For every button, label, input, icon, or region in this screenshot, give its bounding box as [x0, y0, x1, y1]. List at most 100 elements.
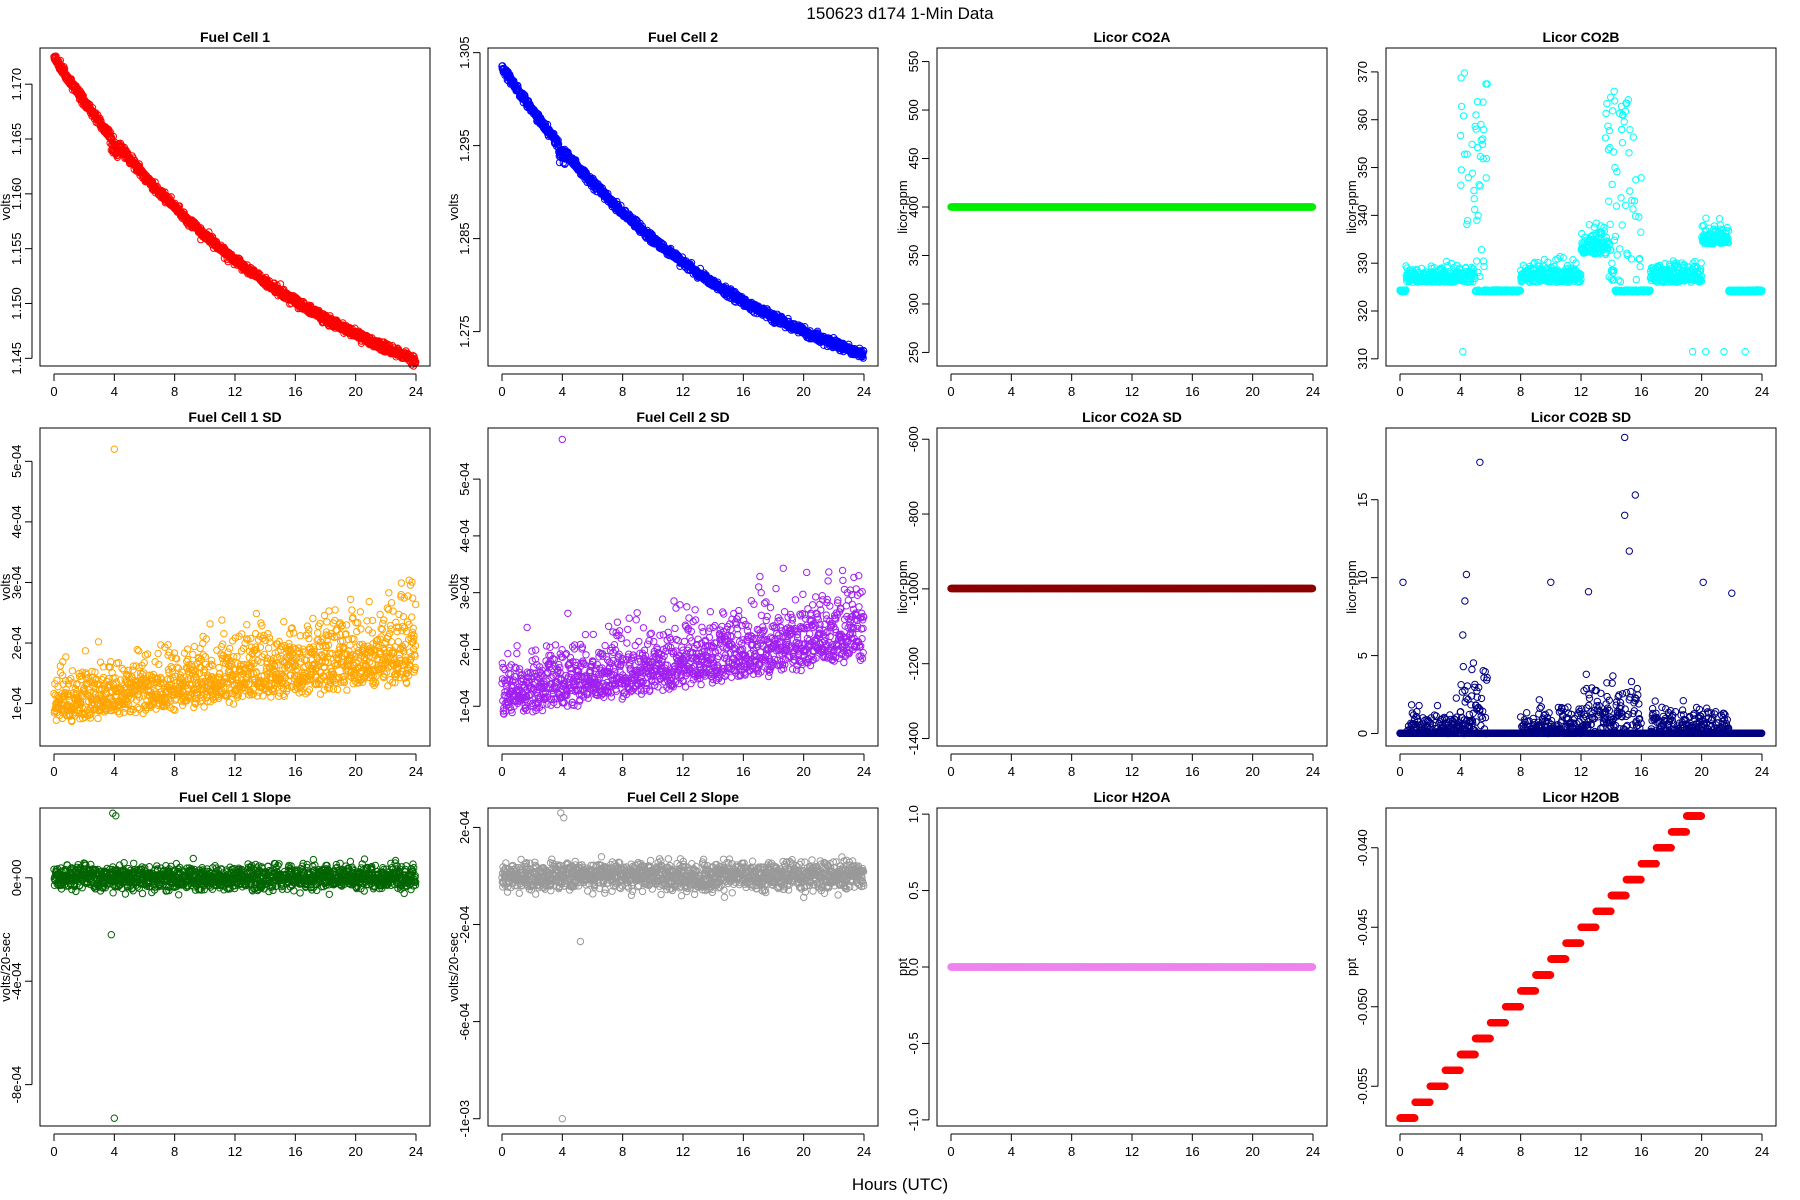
scatter-point — [1460, 69, 1469, 77]
scatter-point — [1477, 246, 1486, 254]
x-tick-label: 0 — [947, 384, 954, 399]
x-tick-label: 0 — [50, 384, 57, 399]
scatter-point — [1636, 262, 1644, 271]
x-tick-label: 0 — [498, 384, 505, 399]
x-tick-label: 12 — [228, 384, 242, 399]
y-axis-label: volts — [0, 193, 13, 220]
scatter-point — [1602, 109, 1610, 118]
scatter-point — [1470, 186, 1478, 195]
scatter-point — [1626, 126, 1634, 134]
scatter-point — [1618, 139, 1627, 147]
scatter-point — [1592, 219, 1601, 227]
scatter-point — [1605, 126, 1614, 135]
y-tick-label: 1.285 — [457, 222, 472, 255]
scatter-point — [1715, 215, 1724, 223]
scatter-point — [1444, 261, 1452, 270]
scatter-point — [1470, 195, 1478, 203]
x-tick-label: 20 — [796, 384, 810, 399]
scatter-point — [1480, 126, 1488, 134]
scatter-point — [1627, 255, 1636, 263]
scatter-point — [1604, 122, 1612, 130]
scatter-point — [1607, 93, 1615, 101]
x-tick-label: 8 — [171, 384, 178, 399]
y-tick-label: 1.165 — [9, 123, 24, 156]
panel-title: Licor CO2A — [1093, 29, 1170, 45]
scatter-point — [1473, 257, 1481, 265]
scatter-point — [1473, 216, 1481, 224]
x-tick-label: 16 — [736, 384, 750, 399]
x-tick-label: 4 — [111, 384, 118, 399]
scatter-point — [1611, 97, 1619, 105]
x-axis: 0 4 8 12 16 20 24 — [947, 373, 1320, 399]
panel-title: Fuel Cell 1 — [200, 29, 270, 45]
scatter-point — [1472, 111, 1480, 119]
scatter-point — [1697, 259, 1705, 267]
x-tick-label: 16 — [288, 384, 302, 399]
scatter-point — [1456, 131, 1465, 140]
scatter-points — [498, 62, 868, 362]
scatter-point — [1626, 187, 1634, 195]
scatter-point — [1482, 174, 1490, 182]
scatter-point — [1610, 87, 1618, 96]
scatter-point — [1468, 169, 1477, 177]
x-tick-label: 24 — [857, 384, 871, 399]
x-tick-label: 4 — [559, 384, 566, 399]
y-tick-label: 1.150 — [9, 287, 24, 320]
scatter-point — [1610, 148, 1618, 156]
scatter-point — [180, 208, 188, 217]
scatter-point — [1603, 99, 1611, 108]
plot-frame — [39, 47, 431, 367]
scatter-point — [1608, 259, 1616, 267]
panel-title: Licor CO2B — [1542, 29, 1619, 45]
scatter-point — [1613, 251, 1621, 259]
y-tick-label: 350 — [906, 245, 921, 267]
scatter-point — [1459, 348, 1467, 356]
y-tick-label: 1.275 — [457, 315, 472, 348]
x-tick-label: 16 — [1185, 384, 1199, 399]
scatter-point — [1612, 202, 1621, 210]
x-tick-label: 20 — [348, 384, 362, 399]
y-tick-label: 1.295 — [457, 129, 472, 162]
y-tick-label: 1.145 — [9, 342, 24, 375]
x-tick-label: 12 — [676, 384, 690, 399]
scatter-point — [1629, 205, 1637, 213]
scatter-point — [1609, 107, 1617, 115]
scatter-point — [1620, 118, 1628, 126]
scatter-point — [1618, 125, 1626, 134]
panel-fc1: Fuel Cell 10 4 8 12 16 20 241.1451.1501.1551.1… — [0, 29, 431, 399]
scatter-point — [1637, 228, 1645, 236]
scatter-points — [947, 203, 1317, 211]
scatter-point — [1457, 102, 1466, 111]
scatter-point — [1720, 348, 1728, 356]
x-tick-label: 12 — [1125, 384, 1139, 399]
panel-title: Fuel Cell 2 — [648, 29, 718, 45]
figure-title: 150623 d174 1-Min Data — [806, 4, 994, 23]
x-tick-label: 24 — [409, 384, 423, 399]
x-axis: 0 4 8 12 16 20 24 — [498, 373, 871, 399]
x-tick-label: 20 — [1245, 384, 1259, 399]
x-tick-label: 8 — [1068, 384, 1075, 399]
scatter-point — [1606, 143, 1614, 152]
scatter-point — [1617, 194, 1625, 202]
scatter-point — [1702, 214, 1710, 222]
y-tick-label: 450 — [906, 148, 921, 170]
scatter-point — [1457, 166, 1466, 174]
y-tick-label: 500 — [906, 99, 921, 121]
x-tick-label: 4 — [1008, 384, 1015, 399]
y-axis-label: volts — [446, 193, 461, 220]
scatter-point — [1463, 217, 1472, 225]
scatter-point — [1632, 275, 1641, 284]
scatter-point — [1625, 149, 1633, 157]
panel-fc2: Fuel Cell 20 4 8 12 16 20 241.2751.2851.2951.3… — [446, 29, 879, 399]
scatter-point — [1622, 201, 1630, 210]
plot-frame — [487, 47, 879, 367]
x-axis: 0 4 8 12 16 20 24 — [50, 373, 423, 399]
y-tick-label: 1.170 — [9, 68, 24, 101]
scatter-point — [1459, 112, 1468, 120]
y-tick-label: 250 — [906, 342, 921, 364]
scatter-point — [1618, 221, 1626, 229]
